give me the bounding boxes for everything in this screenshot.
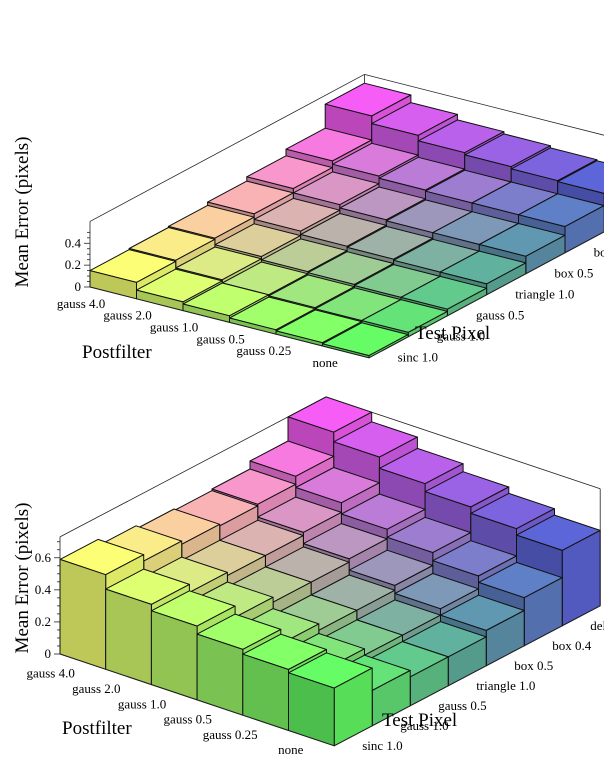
test-pixel-tick-label: delta bbox=[590, 618, 604, 633]
postfilter-tick-label: gauss 0.25 bbox=[236, 343, 291, 358]
postfilter-tick-label: gauss 4.0 bbox=[26, 666, 74, 681]
postfilter-axis-title: Postfilter bbox=[62, 718, 132, 739]
test-pixel-tick-label: box 0.5 bbox=[514, 658, 553, 673]
test-pixel-tick-label: sinc 1.0 bbox=[398, 349, 438, 364]
frame-edge bbox=[59, 653, 335, 747]
postfilter-tick-label: none bbox=[278, 742, 304, 757]
test-pixel-tick-label: gauss 0.5 bbox=[438, 698, 486, 713]
test-pixel-tick-label: gauss 0.5 bbox=[476, 307, 524, 322]
postfilter-tick-label: gauss 0.5 bbox=[196, 331, 244, 346]
test-pixel-tick-label: gauss 1.0 bbox=[437, 328, 485, 343]
postfilter-tick-label: gauss 2.0 bbox=[103, 308, 151, 323]
postfilter-tick-label: none bbox=[312, 355, 338, 370]
frame-edge bbox=[89, 286, 370, 359]
postfilter-tick-label: gauss 2.0 bbox=[72, 681, 120, 696]
bar bbox=[322, 322, 409, 359]
frame-edge bbox=[368, 231, 604, 359]
z-tick-label: 0.4 bbox=[65, 235, 82, 250]
postfilter-axis-title: Postfilter bbox=[82, 342, 152, 363]
z-axis: 0 0.2 0.4 bbox=[65, 231, 90, 294]
z-tick-label: 0.4 bbox=[35, 582, 52, 597]
postfilter-tick-label: gauss 4.0 bbox=[57, 296, 105, 311]
postfilter-tick-label: gauss 1.0 bbox=[118, 696, 166, 711]
bars bbox=[59, 396, 601, 747]
z-tick-label: 0.2 bbox=[35, 614, 51, 629]
bar bbox=[288, 652, 373, 747]
frame-edge bbox=[364, 74, 604, 136]
z-tick-label: 0.6 bbox=[35, 550, 52, 565]
test-pixel-tick-label: box 0.4 bbox=[594, 244, 604, 259]
frame-edge bbox=[89, 74, 365, 222]
test-pixel-axis-title: Test Pixel bbox=[382, 710, 457, 731]
test-pixel-axis-title: Test Pixel bbox=[415, 323, 490, 344]
frame-edge bbox=[325, 396, 601, 490]
y-axis-title: Mean Error (pixels) bbox=[12, 503, 33, 654]
y-axis-title: Mean Error (pixels) bbox=[12, 137, 33, 288]
bars bbox=[89, 82, 604, 359]
frame-edge bbox=[59, 396, 327, 538]
z-tick-label: 0.2 bbox=[65, 257, 81, 272]
test-pixel-tick-label: gauss 1.0 bbox=[400, 718, 448, 733]
postfilter-tick-label: gauss 0.25 bbox=[203, 727, 258, 742]
test-pixel-tick-label: triangle 1.0 bbox=[515, 286, 574, 301]
test-pixel-axis: sinc 1.0 gauss 1.0 gauss 0.5 triangle 1.0 bo… bbox=[362, 618, 604, 753]
postfilter-tick-label: gauss 0.5 bbox=[164, 712, 212, 727]
z-tick-label: 0 bbox=[45, 646, 52, 661]
z-axis: 0 0.2 0.4 0.6 bbox=[35, 541, 60, 661]
test-pixel-tick-label: box 0.4 bbox=[552, 638, 592, 653]
test-pixel-tick-label: sinc 1.0 bbox=[362, 738, 402, 753]
z-tick-label: 0 bbox=[75, 279, 82, 294]
test-pixel-tick-label: triangle 1.0 bbox=[476, 678, 535, 693]
test-pixel-axis: sinc 1.0 gauss 1.0 gauss 0.5 triangle 1.0 bo… bbox=[398, 244, 604, 364]
frame-edge bbox=[334, 605, 601, 747]
bar-side bbox=[59, 558, 107, 670]
postfilter-tick-label: gauss 1.0 bbox=[150, 320, 198, 335]
test-pixel-tick-label: box 0.5 bbox=[554, 265, 593, 280]
bar-side bbox=[105, 588, 152, 686]
